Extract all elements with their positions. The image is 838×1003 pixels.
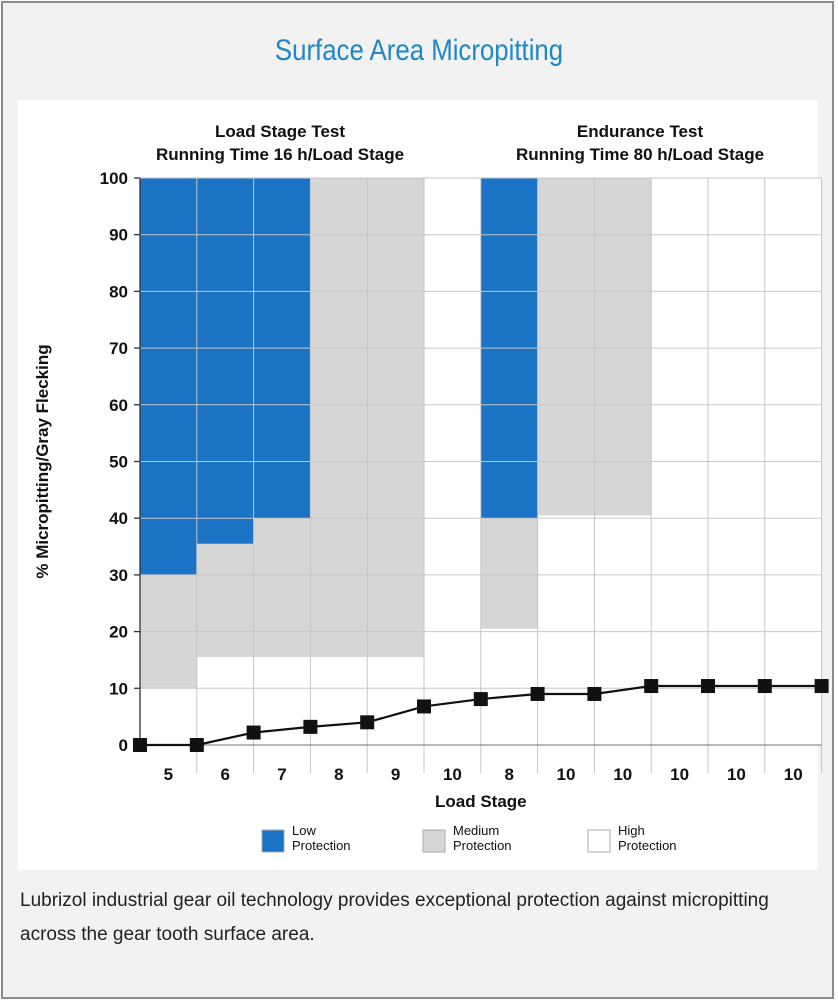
- micropitting-chart: 0 10 20 30 40 50 60 70 80 90 100 5 6 7 8 9 10 8 10 10 10 10 1…: [18, 100, 829, 870]
- x-tick-label-4: 8: [334, 765, 343, 784]
- legend-label-2-line2: Protection: [453, 838, 512, 853]
- section-title-1: Load Stage Test: [215, 122, 345, 141]
- y-tick-label-100: 100: [100, 169, 128, 188]
- y-tick-label-90: 90: [109, 226, 128, 245]
- y-tick-label-50: 50: [109, 453, 128, 472]
- legend-swatch-3: [587, 829, 611, 853]
- y-tick-label-10: 10: [109, 679, 128, 698]
- figure-caption: Lubrizol industrial gear oil technology …: [20, 890, 769, 945]
- line-point-9: [587, 686, 602, 701]
- legend-label-2-line1: Medium: [453, 823, 499, 838]
- band-medium-7: [480, 518, 538, 629]
- x-tick-label-6: 10: [443, 765, 462, 784]
- band-low-2: [196, 178, 254, 544]
- x-tick-label-12: 10: [784, 765, 803, 784]
- x-tick-label-7: 8: [504, 765, 513, 784]
- band-medium-3: [253, 518, 311, 658]
- y-tick-label-80: 80: [109, 282, 128, 301]
- x-tick-label-1: 5: [164, 765, 173, 784]
- band-high-9: [594, 515, 652, 745]
- line-point-1: [133, 738, 147, 752]
- y-tick-label-60: 60: [109, 396, 128, 415]
- x-tick-label-9: 10: [613, 765, 632, 784]
- section-subtitle-2: Running Time 80 h/Load Stage: [516, 145, 764, 164]
- band-high-2: [196, 657, 254, 745]
- line-point-10: [644, 679, 659, 694]
- y-axis-title: % Micropitting/Gray Flecking: [33, 344, 52, 578]
- x-tick-label-11: 10: [727, 765, 746, 784]
- legend-swatch-1: [261, 829, 285, 853]
- band-high-7: [480, 628, 538, 745]
- line-point-11: [701, 679, 715, 694]
- y-tick-label-20: 20: [109, 623, 128, 642]
- x-tick-label-5: 9: [391, 765, 400, 784]
- band-medium-9: [594, 178, 652, 516]
- line-point-12: [757, 679, 772, 694]
- band-medium-4: [310, 178, 368, 658]
- x-tick-label-10: 10: [670, 765, 689, 784]
- legend-label-1-line2: Protection: [292, 838, 351, 853]
- legend-swatch-2: [422, 829, 446, 853]
- line-point-7: [473, 692, 488, 707]
- x-tick-label-8: 10: [557, 765, 576, 784]
- line-point-5: [360, 715, 375, 730]
- line-point-13: [814, 679, 829, 694]
- legend-label-3-line2: Protection: [618, 838, 677, 853]
- band-medium-2: [196, 543, 254, 658]
- legend-label-3-line1: High: [618, 823, 645, 838]
- band-high-1: [140, 688, 197, 745]
- y-tick-label-70: 70: [109, 339, 128, 358]
- x-tick-label-3: 7: [277, 765, 286, 784]
- band-high-8: [537, 515, 595, 745]
- x-axis-title: Load Stage: [435, 792, 527, 811]
- line-point-4: [303, 719, 318, 734]
- line-point-2: [189, 738, 204, 752]
- chart-title: Surface Area Micropitting: [274, 34, 564, 67]
- line-point-8: [530, 686, 545, 701]
- x-tick-label-2: 6: [220, 765, 229, 784]
- y-tick-label-40: 40: [109, 509, 128, 528]
- band-high-4: [310, 657, 368, 745]
- section-subtitle-1: Running Time 16 h/Load Stage: [156, 145, 404, 164]
- line-point-6: [417, 699, 431, 714]
- band-high-5: [367, 657, 424, 745]
- y-tick-label-0: 0: [119, 736, 128, 755]
- section-title-2: Endurance Test: [577, 122, 704, 141]
- band-low-1: [140, 178, 197, 575]
- band-medium-8: [537, 178, 595, 516]
- legend-label-1-line1: Low: [292, 823, 316, 838]
- band-medium-5: [367, 178, 424, 658]
- y-tick-label-30: 30: [109, 566, 128, 585]
- line-point-3: [246, 725, 261, 740]
